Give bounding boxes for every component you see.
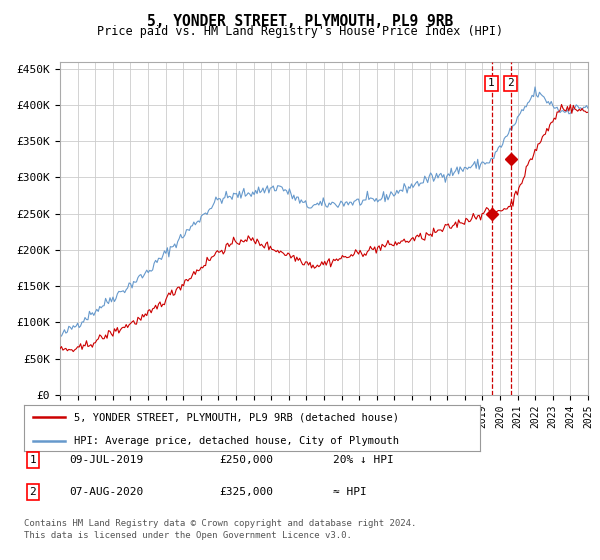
Text: ≈ HPI: ≈ HPI	[333, 487, 367, 497]
Text: Contains HM Land Registry data © Crown copyright and database right 2024.: Contains HM Land Registry data © Crown c…	[24, 519, 416, 528]
Text: 1: 1	[29, 455, 37, 465]
Text: 2: 2	[507, 78, 514, 88]
Text: 5, YONDER STREET, PLYMOUTH, PL9 9RB: 5, YONDER STREET, PLYMOUTH, PL9 9RB	[147, 14, 453, 29]
Text: 20% ↓ HPI: 20% ↓ HPI	[333, 455, 394, 465]
Text: 1: 1	[488, 78, 495, 88]
Text: This data is licensed under the Open Government Licence v3.0.: This data is licensed under the Open Gov…	[24, 531, 352, 540]
Text: Price paid vs. HM Land Registry's House Price Index (HPI): Price paid vs. HM Land Registry's House …	[97, 25, 503, 38]
Text: 2: 2	[29, 487, 37, 497]
Text: 07-AUG-2020: 07-AUG-2020	[69, 487, 143, 497]
Text: £250,000: £250,000	[219, 455, 273, 465]
Text: £325,000: £325,000	[219, 487, 273, 497]
Text: 09-JUL-2019: 09-JUL-2019	[69, 455, 143, 465]
Text: HPI: Average price, detached house, City of Plymouth: HPI: Average price, detached house, City…	[74, 436, 399, 446]
Text: 5, YONDER STREET, PLYMOUTH, PL9 9RB (detached house): 5, YONDER STREET, PLYMOUTH, PL9 9RB (det…	[74, 412, 399, 422]
